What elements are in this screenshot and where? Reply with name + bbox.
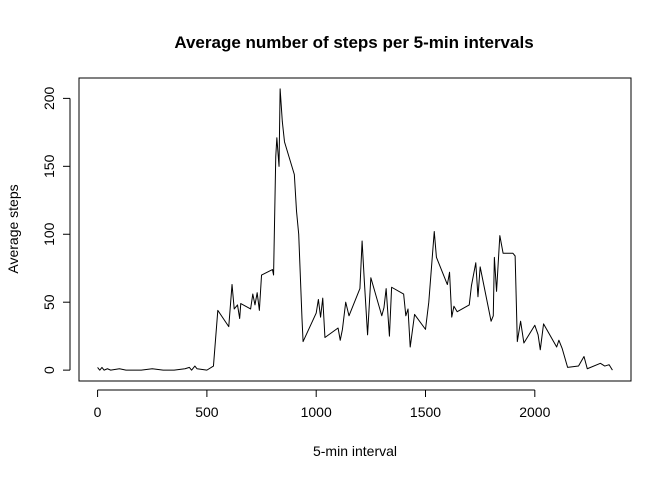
average-steps-line — [97, 88, 613, 371]
x-tick-label: 2000 — [519, 404, 550, 420]
x-tick-label: 1000 — [301, 404, 332, 420]
y-tick-label: 100 — [41, 222, 57, 246]
y-tick-label: 0 — [41, 366, 57, 374]
y-axis-label: Average steps — [5, 184, 21, 273]
x-tick-label: 500 — [195, 404, 219, 420]
x-tick-label: 0 — [94, 404, 102, 420]
y-tick-label: 150 — [41, 154, 57, 178]
y-tick-label: 50 — [41, 294, 57, 310]
chart-title: Average number of steps per 5-min interv… — [174, 33, 533, 52]
plot-frame — [78, 77, 632, 382]
x-axis-label: 5-min interval — [313, 443, 397, 459]
x-axis: 0 500 1000 1500 2000 — [94, 389, 551, 420]
x-tick-label: 1500 — [410, 404, 441, 420]
y-axis: 0 50 100 150 200 — [41, 86, 71, 374]
y-tick-label: 200 — [41, 86, 57, 110]
